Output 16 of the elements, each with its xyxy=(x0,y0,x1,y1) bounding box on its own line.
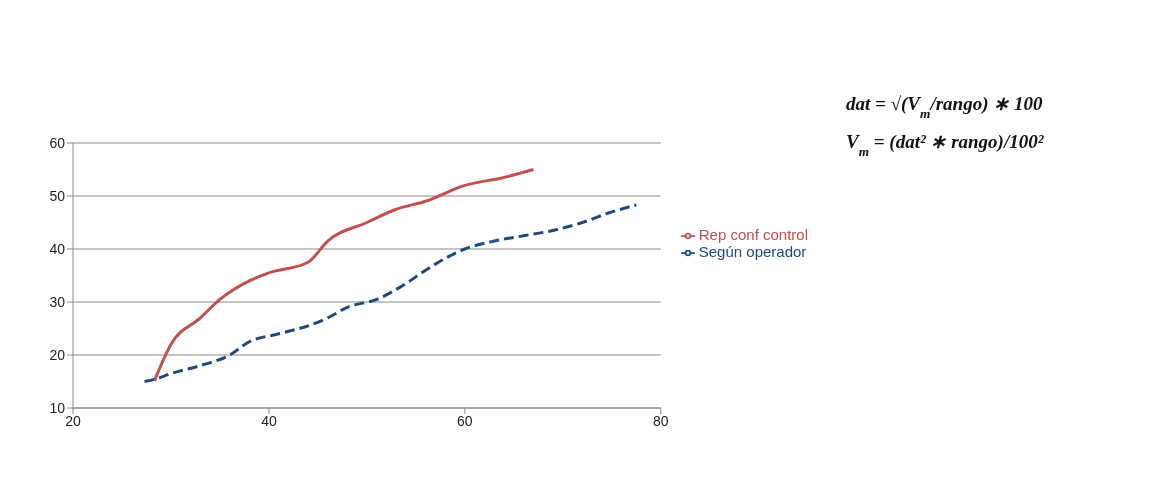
line-series xyxy=(152,168,535,383)
text: dat = √(V$_{m}$/rango) ∗ 100 xyxy=(846,93,1043,121)
y-tick-label: 20 xyxy=(49,346,66,363)
legend-label: Según operador xyxy=(698,243,807,260)
y-tick-label: 30 xyxy=(49,293,66,310)
x-tick-label: 60 xyxy=(457,412,473,429)
y-tick-label: 40 xyxy=(49,240,66,257)
text: V$_{m}$ = (dat² ∗ rango)/100² xyxy=(846,131,1045,159)
y-tick-label: 60 xyxy=(49,134,66,151)
x-tick-label: 40 xyxy=(261,412,277,429)
x-tick-label: 80 xyxy=(652,412,669,429)
legend-label: Rep conf control xyxy=(698,225,808,243)
y-tick-label: 50 xyxy=(49,187,66,204)
y-tick-label: 10 xyxy=(49,399,66,416)
x-tick-label: 20 xyxy=(65,412,81,429)
line-series xyxy=(143,203,638,383)
